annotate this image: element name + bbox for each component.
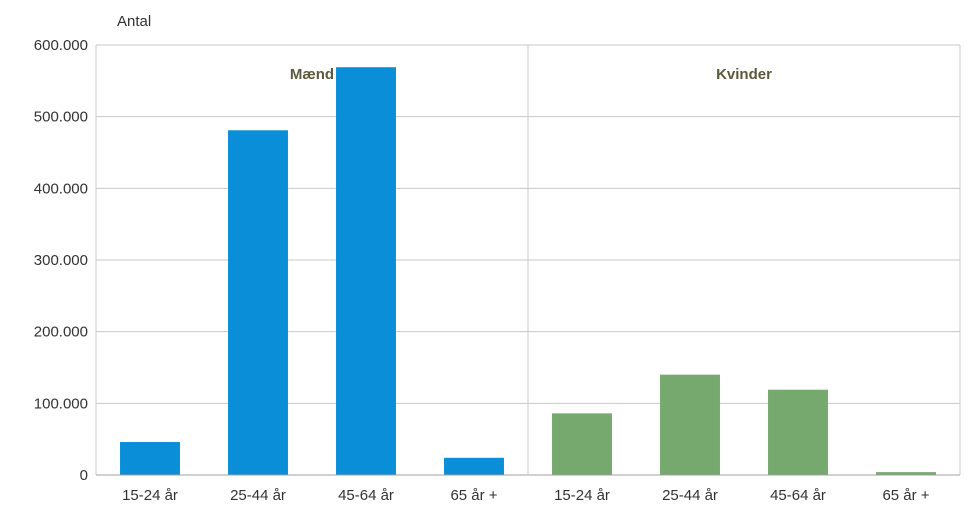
- bar: [768, 389, 828, 475]
- y-tick-label: 300.000: [34, 252, 88, 269]
- bar: [876, 472, 936, 475]
- y-tick-label: 400.000: [34, 180, 88, 197]
- x-tick-label: 45-64 år: [770, 487, 826, 504]
- x-tick-label: 25-44 år: [230, 487, 286, 504]
- bars: [120, 67, 936, 476]
- x-tick-label: 45-64 år: [338, 487, 394, 504]
- y-tick-label: 600.000: [34, 37, 88, 54]
- x-tick-label: 15-24 år: [122, 487, 178, 504]
- bar: [120, 442, 180, 475]
- y-tick-label: 500.000: [34, 109, 88, 126]
- group-label: Kvinder: [716, 66, 772, 83]
- axes: 0 100.000 200.000 300.000 400.000 500.000 600.…: [34, 37, 961, 504]
- x-tick-label: 65 år +: [450, 487, 497, 504]
- y-tick-label: 0: [80, 467, 88, 484]
- y-axis-title: Antal: [117, 13, 151, 30]
- x-tick-label: 15-24 år: [554, 487, 610, 504]
- x-tick-label: 65 år +: [882, 487, 929, 504]
- bar: [552, 413, 612, 475]
- bar: [660, 374, 720, 475]
- group-label: Mænd: [290, 66, 334, 83]
- y-tick-label: 200.000: [34, 324, 88, 341]
- x-tick-label: 25-44 år: [662, 487, 718, 504]
- y-tick-label: 100.000: [34, 395, 88, 412]
- bar: [228, 130, 288, 476]
- bar: [444, 457, 504, 475]
- bar: [336, 67, 396, 475]
